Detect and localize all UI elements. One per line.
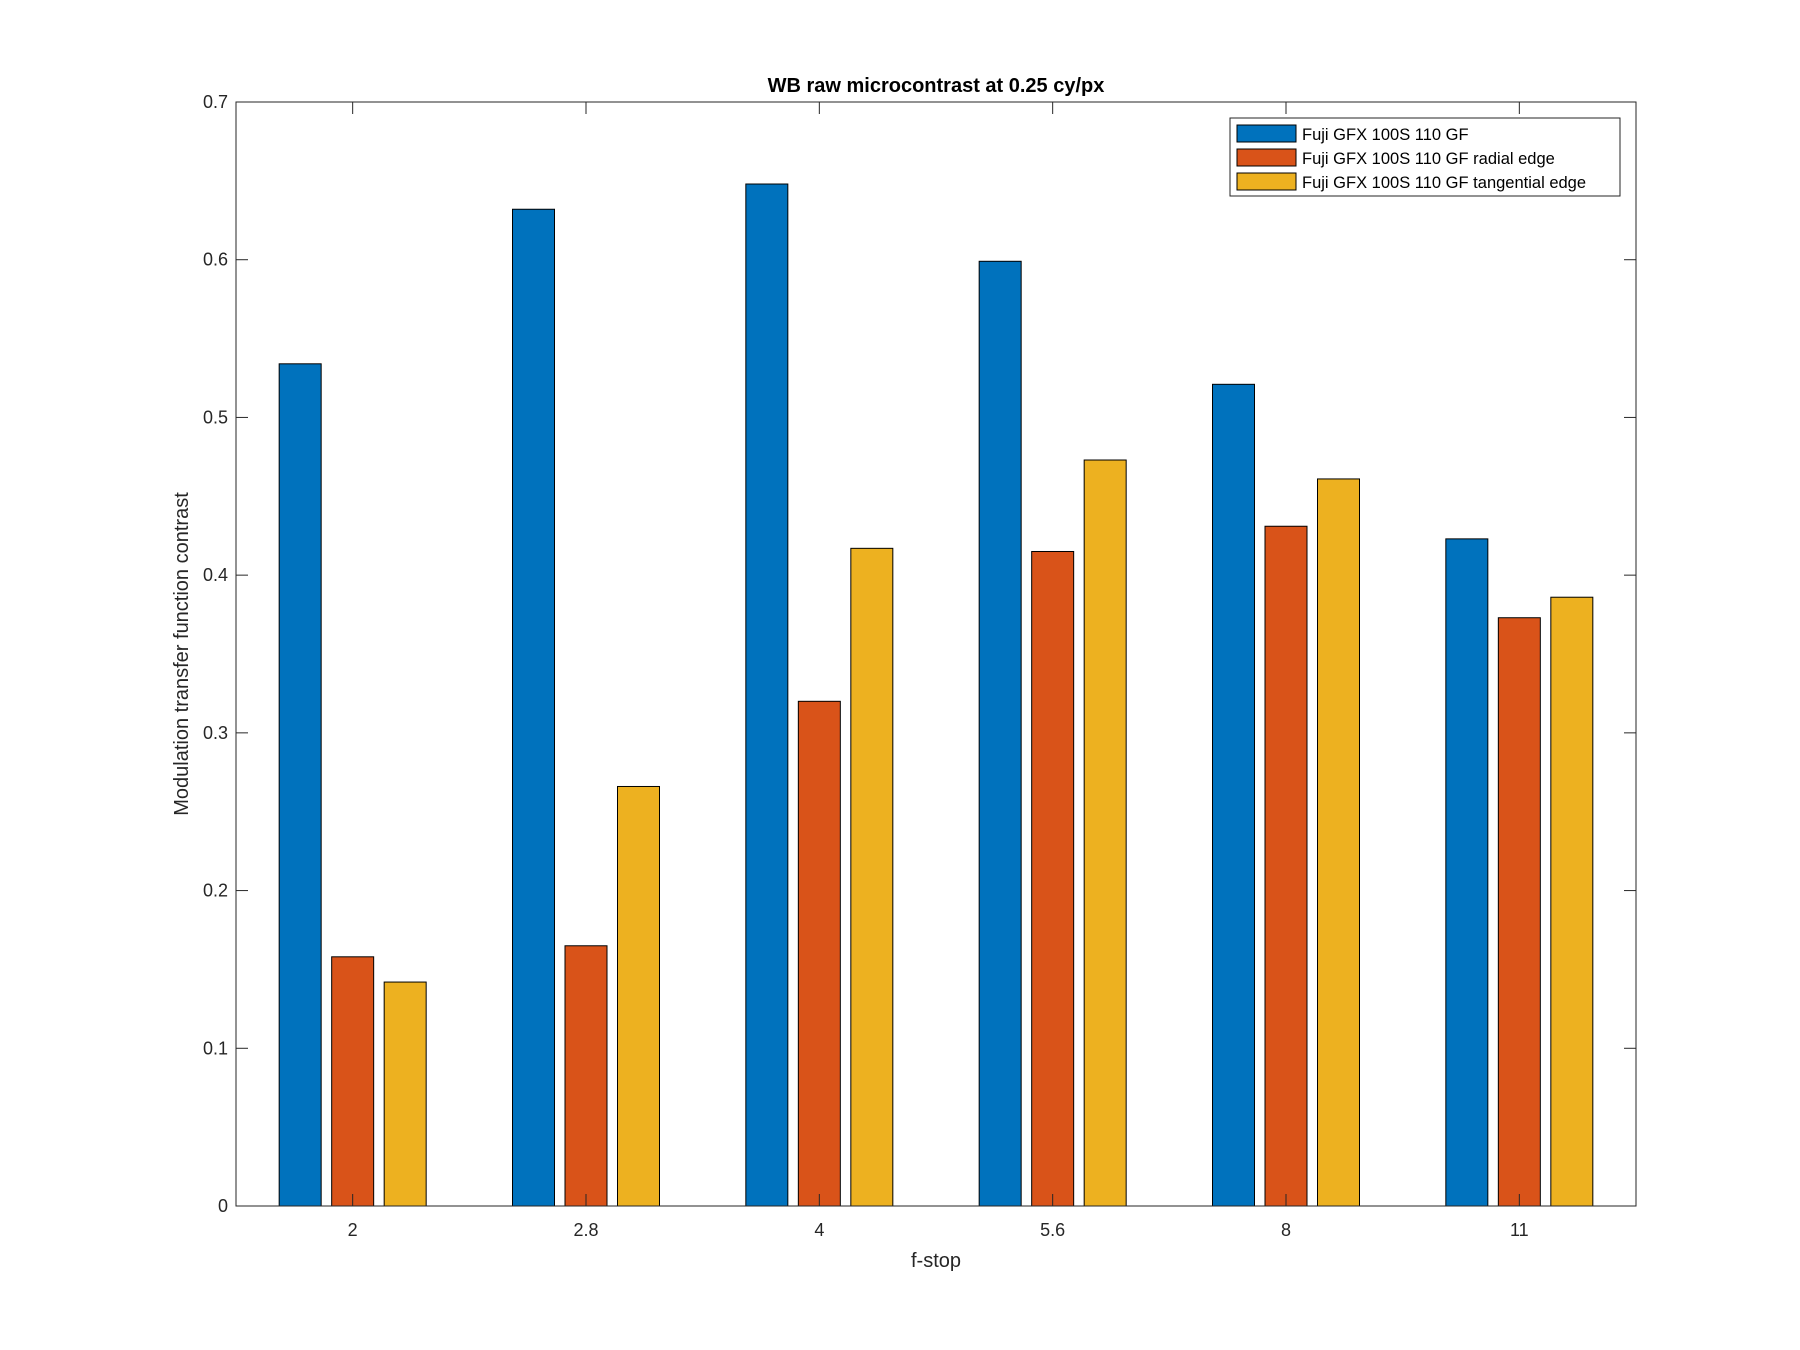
x-tick-label: 2.8	[573, 1220, 598, 1240]
x-tick-label: 4	[814, 1220, 824, 1240]
bar-3-2.8	[617, 785, 660, 1207]
bar-1-2	[278, 363, 322, 1207]
bar-1-8	[1212, 383, 1255, 1207]
bar-2-2	[331, 956, 375, 1207]
bar-2-11	[1497, 617, 1541, 1207]
bar-1-11	[1445, 538, 1489, 1207]
x-tick-label: 11	[1510, 1220, 1529, 1240]
y-tick-label: 0.4	[203, 565, 228, 585]
legend-label-3: Fuji GFX 100S 110 GF tangential edge	[1302, 174, 1586, 192]
y-tick-label: 0.5	[203, 407, 228, 427]
bar-1-5.6	[978, 260, 1022, 1207]
bar-2-5.6	[1031, 550, 1075, 1207]
bar-3-4	[850, 547, 894, 1207]
ticks-group: 2 2.8 4 5.6 8 11 0 0.1 0.2 0.3 0.4 0.5 0.6 0.7	[203, 92, 1636, 1240]
legend-label-2: Fuji GFX 100S 110 GF radial edge	[1302, 150, 1555, 168]
bar-3-11	[1550, 596, 1594, 1207]
x-tick-label: 5.6	[1040, 1220, 1065, 1240]
y-tick-label: 0.2	[203, 881, 228, 901]
legend-label-1: Fuji GFX 100S 110 GF	[1302, 126, 1469, 144]
y-axis-label: Modulation transfer function contrast	[171, 492, 193, 816]
legend-swatch-3	[1236, 172, 1297, 191]
bar-2-8	[1264, 525, 1308, 1207]
y-tick-label: 0	[218, 1196, 228, 1216]
y-tick-label: 0.1	[203, 1038, 228, 1058]
plot-area	[236, 102, 1636, 1206]
x-tick-label: 8	[1281, 1220, 1291, 1240]
bar-1-2.8	[512, 208, 555, 1207]
chart-title: WB raw microcontrast at 0.25 cy/px	[768, 75, 1105, 97]
y-tick-label: 0.7	[203, 92, 228, 112]
bar-3-8	[1317, 478, 1360, 1207]
x-tick-label: 2	[348, 1220, 358, 1240]
bar-2-4	[797, 700, 841, 1207]
y-tick-label: 0.3	[203, 723, 228, 743]
legend-swatch-2	[1236, 148, 1297, 167]
bars-group	[278, 183, 1594, 1207]
legend: Fuji GFX 100S 110 GF Fuji GFX 100S 110 GF…	[1229, 117, 1621, 197]
axes-box	[235, 101, 1637, 1207]
y-tick-label: 0.6	[203, 250, 228, 270]
bar-2-2.8	[564, 945, 608, 1207]
legend-swatch-1	[1236, 124, 1297, 143]
bar-3-5.6	[1083, 459, 1127, 1207]
bar-1-4	[745, 183, 789, 1207]
x-axis-label: f-stop	[911, 1250, 961, 1272]
bar-3-2	[383, 981, 427, 1207]
